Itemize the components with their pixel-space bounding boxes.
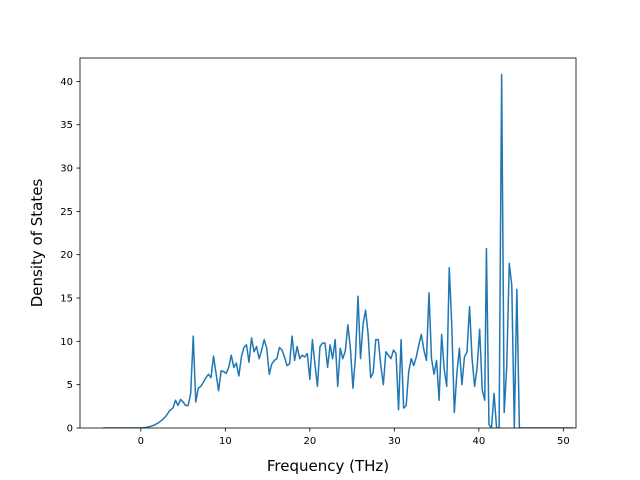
x-tick-label: 0 (138, 436, 144, 447)
y-tick-label: 30 (60, 164, 73, 175)
y-tick-label: 15 (60, 294, 73, 305)
y-tick-label: 25 (60, 207, 73, 218)
x-tick-label: 50 (557, 436, 570, 447)
y-tick-label: 35 (60, 120, 73, 131)
y-tick-label: 5 (67, 380, 73, 391)
y-axis-title: Density of States (28, 179, 46, 308)
y-tick-label: 40 (60, 77, 73, 88)
y-tick-label: 10 (60, 337, 73, 348)
y-axis-ticks: 0 5 10 15 20 25 30 35 40 (60, 77, 80, 435)
x-axis-ticks: 0 10 20 30 40 50 (138, 428, 570, 447)
plot-frame (79, 57, 577, 429)
y-tick-label: 0 (67, 424, 73, 435)
x-tick-label: 10 (219, 436, 232, 447)
y-tick-label: 20 (60, 250, 73, 261)
dos-series-line (102, 73, 574, 428)
x-tick-label: 30 (388, 436, 401, 447)
x-tick-label: 20 (303, 436, 316, 447)
x-axis-title: Frequency (THz) (267, 457, 389, 475)
x-tick-label: 40 (472, 436, 485, 447)
